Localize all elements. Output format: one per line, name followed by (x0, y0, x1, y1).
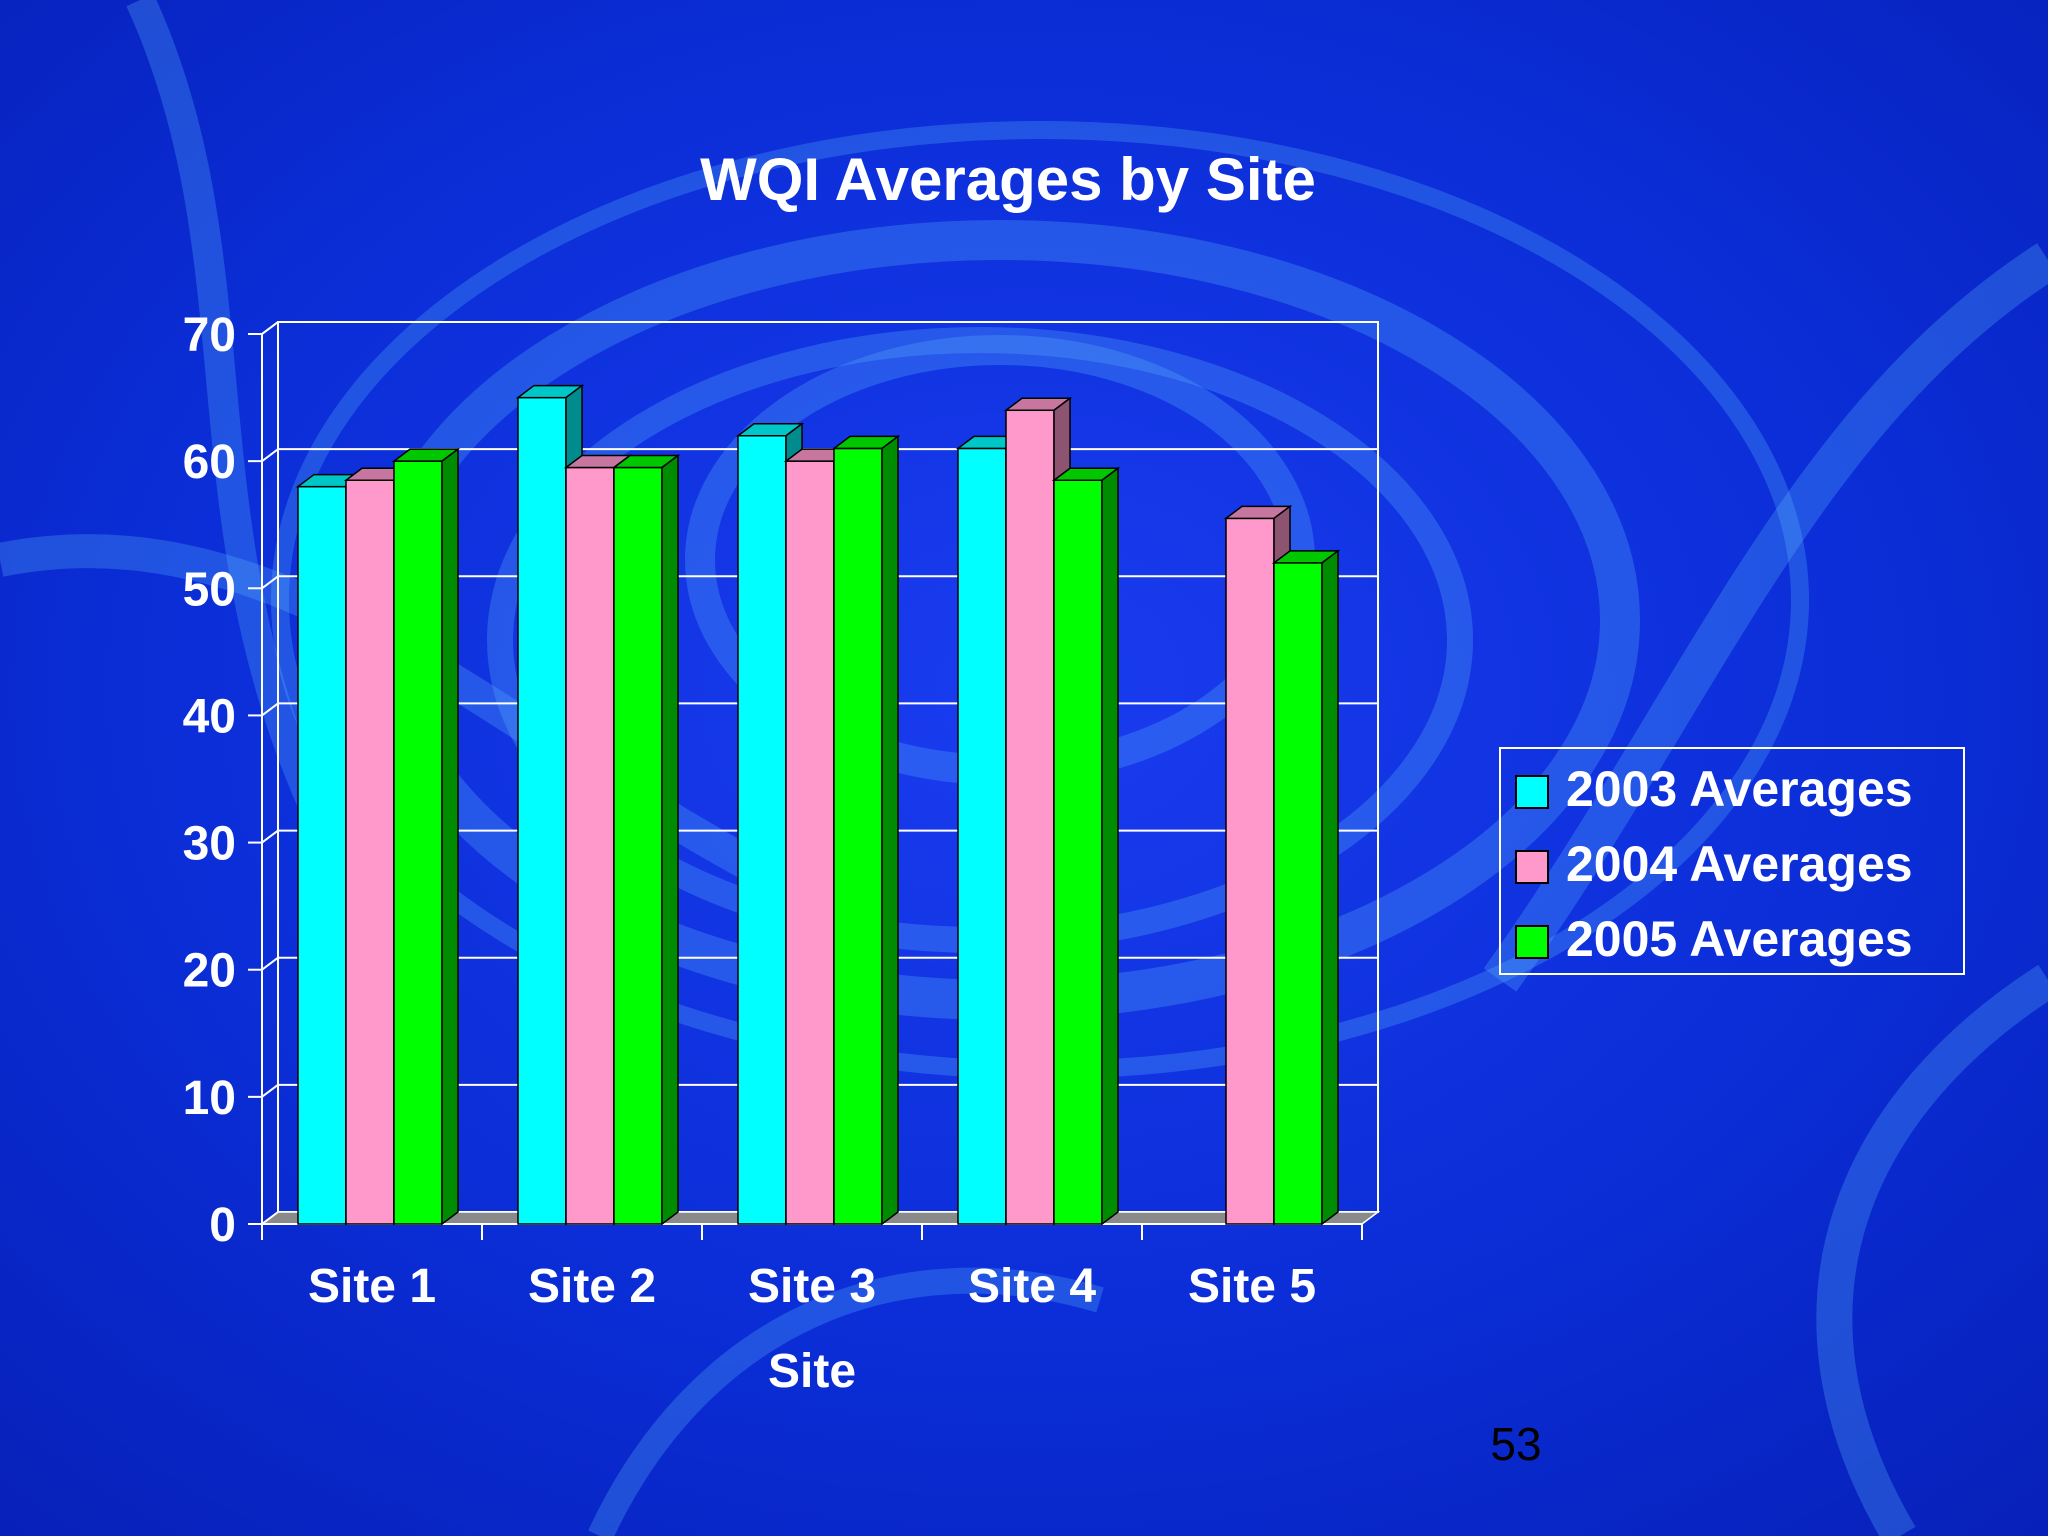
chart-title: WQI Averages by Site (700, 146, 1316, 213)
y-tick-label: 60 (183, 436, 236, 489)
bar (393, 460, 443, 1225)
y-tick-label: 70 (183, 309, 236, 362)
bar (345, 479, 395, 1225)
bar-side (1321, 549, 1339, 1226)
legend-label: 2004 Averages (1566, 836, 1913, 892)
bar (1005, 409, 1055, 1225)
legend: 2003 Averages 2004 Averages 2005 Averages (1499, 747, 1965, 975)
bar-side (881, 434, 899, 1226)
y-tick-depth (261, 702, 279, 717)
bar (1225, 517, 1275, 1225)
x-axis-title: Site (768, 1345, 856, 1398)
bars (295, 384, 1341, 1226)
bar (737, 434, 787, 1225)
y-tick-depth (261, 1211, 279, 1225)
y-tick-label: 40 (183, 690, 236, 743)
page-number: 53 (1490, 1418, 1541, 1470)
y-tick-depth (261, 575, 279, 590)
y-tick-depth (261, 829, 279, 844)
bar (565, 466, 615, 1225)
bar (297, 485, 347, 1225)
y-tick-depth (261, 1084, 279, 1098)
x-tick-label: Site 4 (968, 1260, 1096, 1313)
y-tick-label: 20 (183, 945, 236, 998)
bar-side (441, 447, 459, 1226)
y-tick-label: 50 (183, 563, 236, 616)
x-tick-label: Site 1 (308, 1260, 436, 1313)
y-tick-label: 0 (209, 1199, 236, 1252)
legend-swatch (1515, 775, 1549, 809)
x-tick-label: Site 3 (748, 1260, 876, 1313)
y-tick-depth (261, 956, 279, 971)
bar (1273, 562, 1323, 1225)
legend-swatch (1515, 925, 1549, 959)
bar-side (1101, 466, 1119, 1226)
legend-label: 2005 Averages (1566, 911, 1913, 967)
x-tick-label: Site 2 (528, 1260, 656, 1313)
bar (833, 447, 883, 1225)
bar-side (661, 454, 679, 1226)
y-tick-depth (261, 448, 279, 462)
legend-box (1499, 747, 1965, 975)
bar (785, 460, 835, 1225)
bar (613, 466, 663, 1225)
bar (517, 396, 567, 1225)
legend-swatch (1515, 850, 1549, 884)
bar (1053, 479, 1103, 1225)
y-tick-label: 30 (183, 818, 236, 871)
y-tick-depth (261, 321, 279, 335)
legend-label: 2003 Averages (1566, 761, 1913, 817)
y-tick-label: 10 (183, 1072, 236, 1125)
y-axis-ticks: 0 10 20 30 40 50 60 70 (183, 309, 279, 1252)
x-tick-label: Site 5 (1188, 1260, 1316, 1313)
x-axis-ticks: Site 1 Site 2 Site 3 Site 4 Site 5 (261, 1224, 1363, 1313)
bar (957, 447, 1007, 1225)
